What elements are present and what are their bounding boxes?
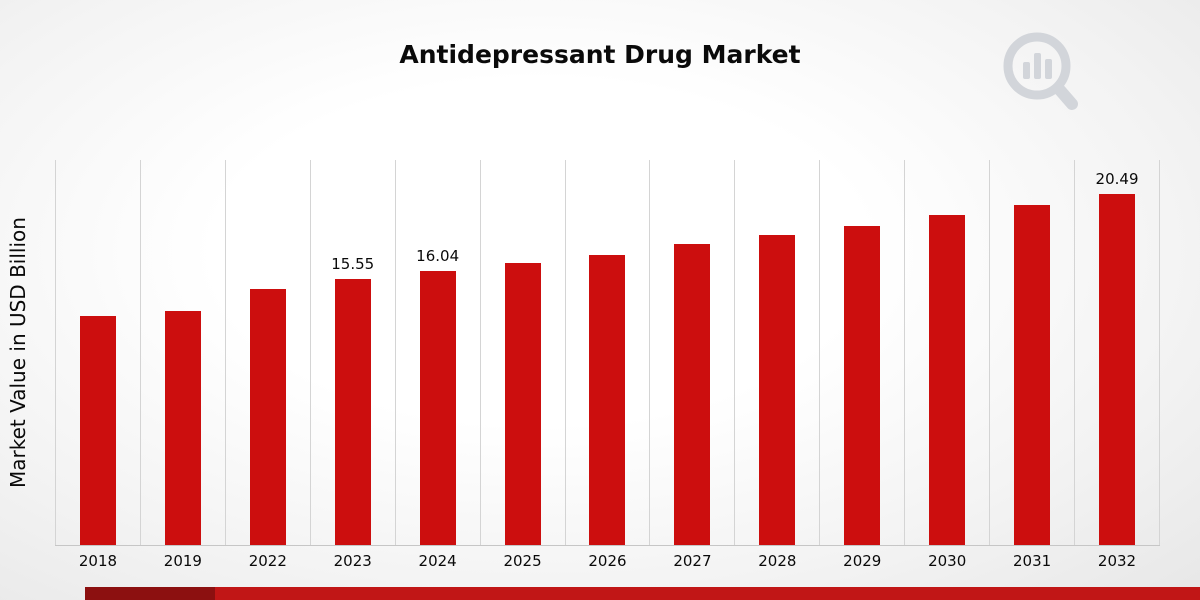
x-tick-label: 2026 <box>588 552 627 570</box>
bar-2022 <box>249 289 286 545</box>
bar-2026 <box>589 255 626 545</box>
chart-title: Antidepressant Drug Market <box>399 40 801 69</box>
category-column: 15.55 2023 <box>309 160 395 570</box>
bar-value-label: 20.49 <box>1095 170 1139 188</box>
bar-value-label: 15.55 <box>331 255 375 273</box>
x-tick-label: 2032 <box>1097 552 1137 570</box>
x-tick-label: 2019 <box>163 552 202 570</box>
magnifier-bar-chart-icon <box>1003 32 1078 110</box>
bar-2028 <box>759 235 796 545</box>
category-column: 2029 <box>819 160 904 570</box>
bar-2031 <box>1014 205 1051 545</box>
category-column: 2031 <box>989 160 1074 570</box>
bar-2027 <box>674 244 711 545</box>
category-column: 2028 <box>734 160 819 570</box>
bar-2029 <box>844 226 881 545</box>
category-column: 2019 <box>139 160 225 570</box>
plot-area: 2018 2019 2022 15.55 2023 16.04 2024 2025 2026 20… <box>55 160 1160 570</box>
footer-accent-dark-segment <box>85 587 215 600</box>
category-column: 2027 <box>649 160 734 570</box>
bar-2032 <box>1099 194 1136 545</box>
x-tick-label: 2022 <box>248 552 287 570</box>
x-tick-label: 2025 <box>503 552 542 570</box>
category-column: 2022 <box>224 160 310 570</box>
category-column: 16.04 2024 <box>394 160 480 570</box>
bar-2024 <box>419 271 456 545</box>
bar-2025 <box>504 263 541 545</box>
brand-logo <box>993 26 1088 118</box>
category-column: 2030 <box>904 160 989 570</box>
x-tick-label: 2030 <box>928 552 967 570</box>
x-tick-label: 2028 <box>758 552 797 570</box>
x-tick-label: 2018 <box>78 552 118 570</box>
category-column: 2018 <box>55 160 140 570</box>
x-tick-label: 2024 <box>418 552 457 570</box>
y-axis-label: Market Value in USD Billion <box>6 217 30 488</box>
bar-2019 <box>164 311 201 545</box>
x-tick-label: 2027 <box>673 552 712 570</box>
x-tick-label: 2029 <box>843 552 882 570</box>
bar-value-label: 16.04 <box>416 247 460 265</box>
bar-2018 <box>79 316 116 545</box>
category-column: 2025 <box>479 160 565 570</box>
bar-2030 <box>929 215 966 545</box>
category-column: 20.49 2032 <box>1074 160 1160 570</box>
x-tick-label: 2023 <box>333 552 372 570</box>
category-column: 2026 <box>564 160 650 570</box>
footer-accent-bar <box>85 587 1200 600</box>
x-tick-label: 2031 <box>1013 552 1052 570</box>
bar-2023 <box>334 279 371 545</box>
